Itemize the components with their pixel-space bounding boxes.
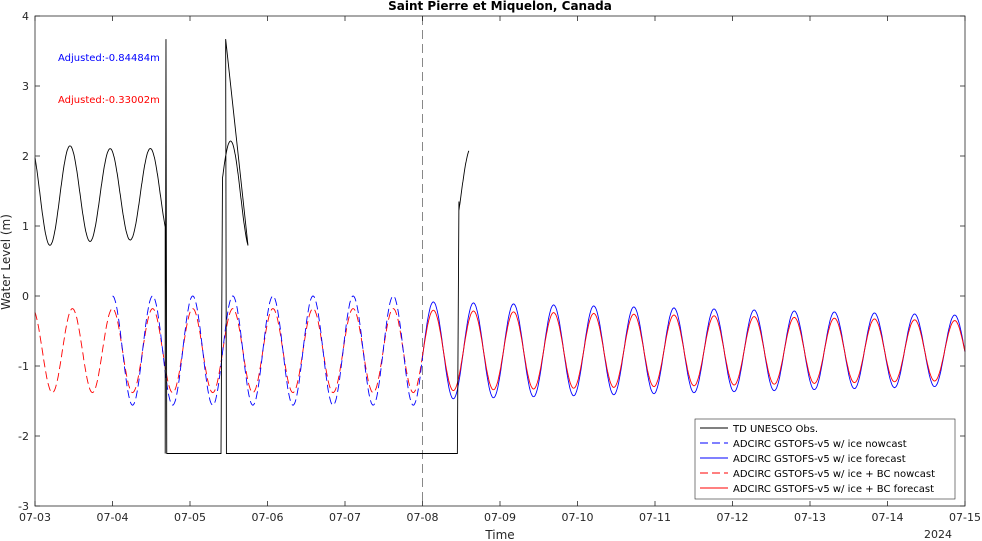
x-tick-label: 07-03	[19, 511, 51, 524]
chart-title: Saint Pierre et Miquelon, Canada	[388, 0, 612, 13]
x-tick-label: 07-06	[252, 511, 284, 524]
legend-label-4: ADCIRC GSTOFS-v5 w/ ice + BC forecast	[733, 484, 934, 495]
y-tick-label: 2	[22, 150, 29, 163]
y-tick-label: -2	[18, 430, 29, 443]
annotation-blue: Adjusted:-0.84484m	[58, 53, 160, 64]
series-line	[112, 295, 423, 406]
legend-label-1: ADCIRC GSTOFS-v5 w/ ice nowcast	[733, 439, 907, 450]
y-tick-label: 4	[22, 10, 29, 23]
ticks-layer: 07-03 07-04 07-05 07-06 07-07 07-08 07-09 07-10…	[18, 10, 981, 524]
y-tick-label: 0	[22, 290, 29, 303]
x-tick-label: 07-12	[717, 511, 749, 524]
x-tick-label: 07-07	[329, 511, 361, 524]
y-tick-label: -1	[18, 360, 29, 373]
x-tick-label: 07-13	[794, 511, 826, 524]
plot-frame	[34, 15, 966, 507]
series-line	[422, 309, 966, 392]
legend-label-3: ADCIRC GSTOFS-v5 w/ ice + BC nowcast	[733, 469, 935, 480]
x-tick-label: 07-08	[407, 511, 439, 524]
legend-label-0: TD UNESCO Obs.	[732, 424, 818, 435]
legend-box	[694, 418, 956, 500]
x-tick-label: 07-05	[174, 511, 206, 524]
year-label: 2024	[924, 528, 952, 541]
series-layer	[34, 16, 966, 506]
series-line	[34, 39, 470, 454]
x-tick-label: 07-11	[639, 511, 671, 524]
annotation-red: Adjusted:-0.33002m	[58, 95, 160, 106]
y-axis-label: Water Level (m)	[0, 214, 13, 310]
y-tick-label: -3	[18, 500, 29, 513]
series-line	[34, 308, 423, 394]
x-tick-label: 07-14	[872, 511, 904, 524]
x-tick-label: 07-04	[97, 511, 129, 524]
y-tick-label: 3	[22, 80, 29, 93]
series-line	[422, 301, 966, 400]
legend: TD UNESCO Obs. ADCIRC GSTOFS-v5 w/ ice n…	[694, 418, 956, 500]
x-tick-label: 07-15	[949, 511, 981, 524]
legend-label-2: ADCIRC GSTOFS-v5 w/ ice forecast	[733, 454, 906, 465]
x-tick-label: 07-10	[562, 511, 594, 524]
x-tick-label: 07-09	[484, 511, 516, 524]
x-axis-label: Time	[484, 528, 514, 541]
y-tick-label: 1	[22, 220, 29, 233]
